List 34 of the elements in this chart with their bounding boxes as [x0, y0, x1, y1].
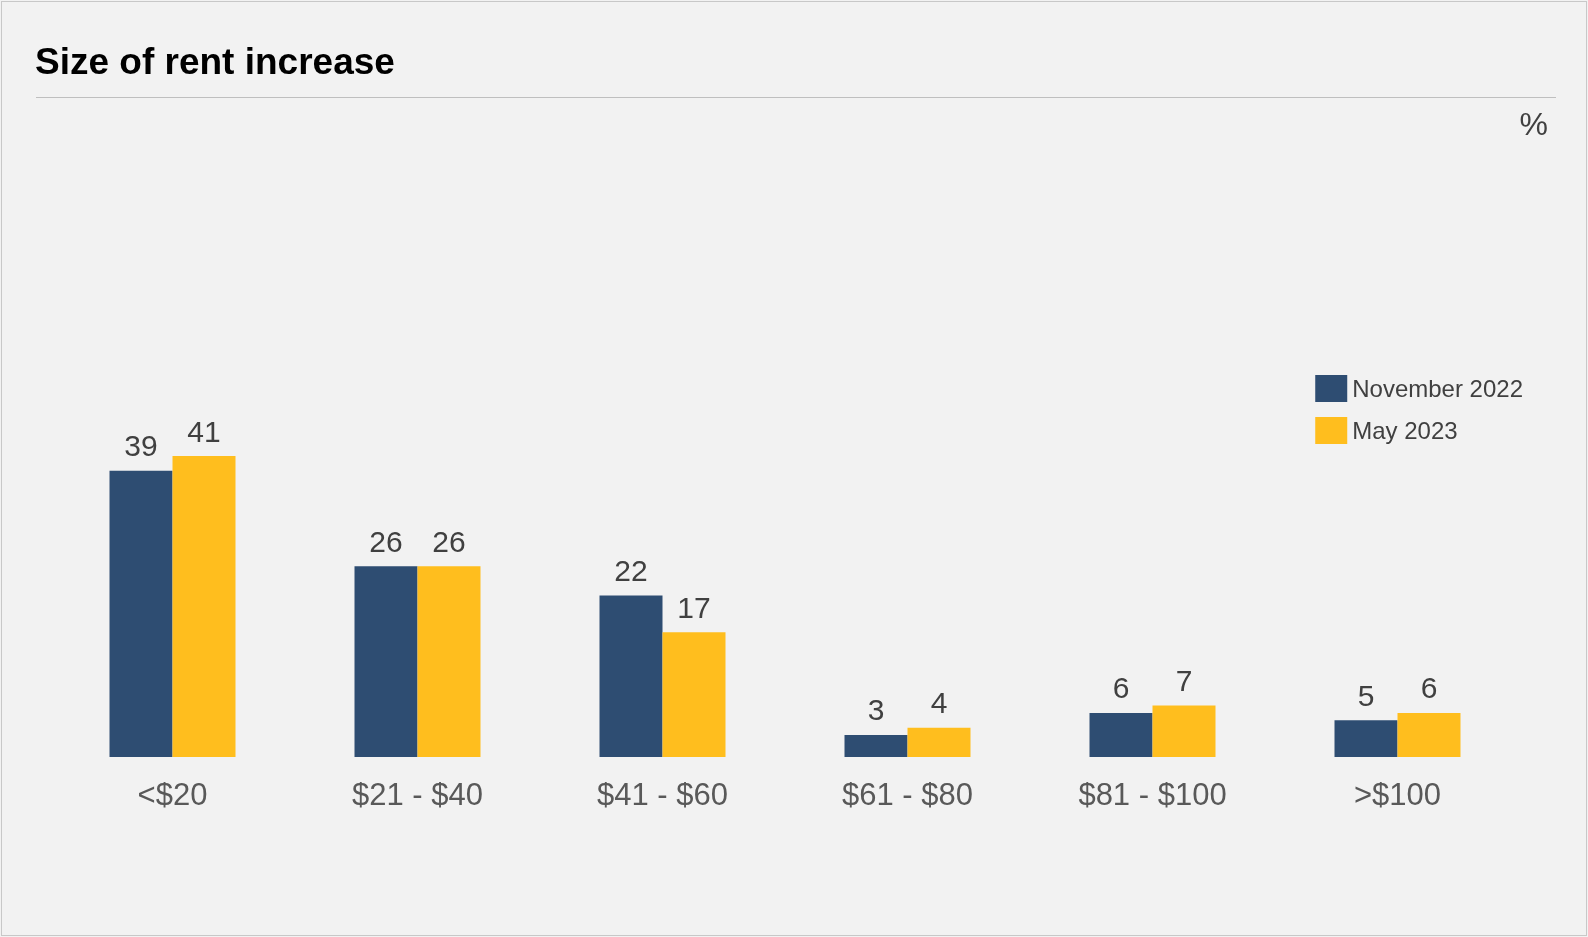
bar	[662, 632, 726, 757]
data-label: 41	[187, 414, 221, 448]
data-label: 3	[867, 693, 885, 727]
x-tick-label: >$100	[1353, 777, 1442, 812]
data-label: 6	[1112, 671, 1130, 705]
data-label: 17	[677, 590, 711, 624]
data-label: 22	[614, 554, 648, 588]
bar	[1089, 712, 1153, 757]
bar	[844, 734, 908, 757]
x-tick-label: $81 - $100	[1078, 777, 1227, 812]
data-label: 6	[1420, 671, 1438, 705]
bar	[109, 470, 173, 757]
x-tick-label: $21 - $40	[352, 777, 483, 812]
legend-label: November 2022	[1352, 375, 1523, 402]
text: %	[1519, 106, 1548, 142]
chart-title: Size of rent increase	[35, 41, 395, 82]
bar	[599, 595, 663, 757]
bar	[417, 566, 481, 757]
bar	[1397, 712, 1461, 757]
data-label: 26	[432, 524, 466, 558]
x-tick-label: $41 - $60	[597, 777, 728, 812]
bar	[354, 566, 418, 757]
bar	[907, 727, 971, 757]
data-label: 5	[1357, 678, 1375, 712]
bar	[1334, 720, 1398, 757]
data-label: 4	[930, 686, 948, 720]
x-tick-label: $61 - $80	[842, 777, 973, 812]
x-tick-label: <$20	[137, 777, 208, 812]
data-label: 7	[1175, 664, 1193, 698]
data-label: 39	[124, 429, 158, 463]
data-label: 26	[369, 524, 403, 558]
bar	[172, 456, 236, 757]
bar	[1152, 705, 1216, 757]
legend-label: May 2023	[1352, 417, 1458, 444]
